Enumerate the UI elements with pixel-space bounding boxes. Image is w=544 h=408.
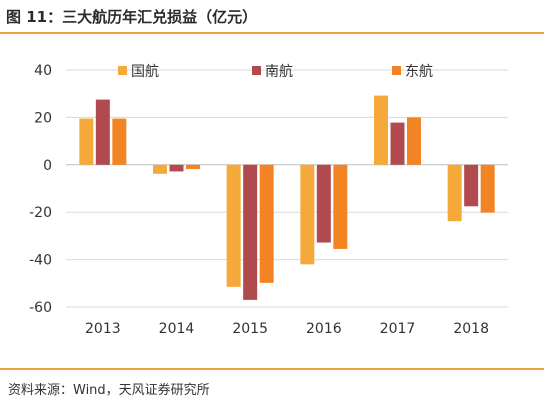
bar-国航-2017: [374, 95, 388, 165]
y-tick-label: -60: [29, 300, 52, 316]
grid-layer: [66, 69, 508, 308]
chart-area: 国航 南航 东航 40 20 0 -20 -40 -60 2013 2014 2015 2016 201…: [0, 36, 544, 366]
y-tick-label: 20: [34, 110, 52, 126]
bar-国航-2013: [79, 118, 94, 165]
x-tick-label: 2014: [159, 321, 195, 337]
y-tick-label: 40: [34, 63, 52, 79]
x-tick-label: 2018: [453, 321, 489, 337]
bar-国航-2014: [153, 164, 167, 174]
figure-title-bar: 图 11：三大航历年汇兑损益（亿元）: [0, 0, 544, 34]
legend-swatch: [392, 66, 401, 75]
bar-东航-2018: [480, 164, 495, 213]
legend-swatch: [252, 66, 261, 75]
bar-东航-2013: [112, 118, 127, 165]
x-tick-label: 2013: [85, 321, 121, 337]
y-tick-label: 0: [43, 158, 52, 174]
footer-divider: [0, 368, 544, 370]
bar-国航-2018: [447, 164, 462, 222]
bar-东航-2017: [407, 117, 421, 165]
y-tick-label: -40: [29, 253, 52, 269]
bar-南航-2018: [464, 164, 479, 207]
bar-东航-2015: [259, 164, 274, 283]
figure-title: 图 11：三大航历年汇兑损益（亿元）: [6, 8, 258, 26]
legend-label: 南航: [265, 64, 293, 80]
axis-layer: 40 20 0 -20 -40 -60 2013 2014 2015 2016 2017 2018: [29, 63, 489, 337]
bar-东航-2014: [186, 164, 200, 170]
legend-swatch: [118, 66, 127, 75]
x-tick-label: 2017: [380, 321, 416, 337]
legend-label: 国航: [131, 64, 159, 80]
y-tick-label: -20: [29, 205, 52, 221]
x-tick-label: 2015: [232, 321, 268, 337]
bar-南航-2017: [390, 122, 405, 165]
bar-国航-2015: [226, 164, 241, 287]
bar-南航-2013: [95, 99, 110, 165]
bar-南航-2016: [316, 164, 331, 243]
bar-东航-2016: [333, 164, 348, 249]
source-note: 资料来源：Wind，天风证券研究所: [8, 383, 210, 398]
legend-label: 东航: [405, 64, 433, 80]
bar-chart: 国航 南航 东航 40 20 0 -20 -40 -60 2013 2014 2015 2016 201…: [29, 63, 508, 337]
x-tick-label: 2016: [306, 321, 342, 337]
bar-南航-2015: [243, 164, 258, 300]
bars-layer: [79, 95, 495, 300]
legend: 国航 南航 东航: [118, 64, 433, 80]
bar-南航-2014: [169, 164, 184, 172]
bar-国航-2016: [300, 164, 315, 265]
